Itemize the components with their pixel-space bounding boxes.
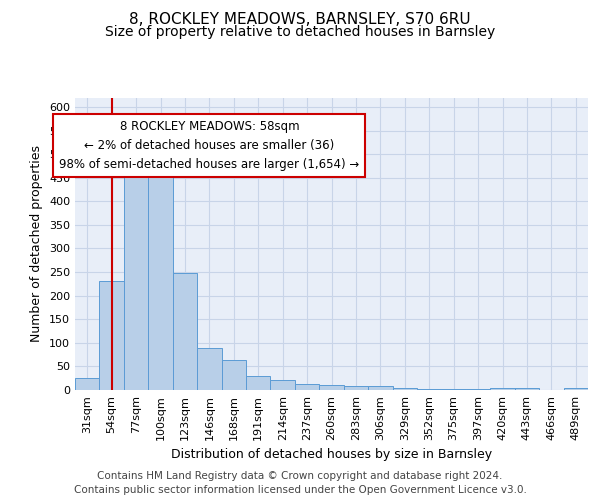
Bar	[466, 388, 490, 390]
Text: 8 ROCKLEY MEADOWS: 58sqm
← 2% of detached houses are smaller (36)
98% of semi-de: 8 ROCKLEY MEADOWS: 58sqm ← 2% of detache…	[59, 120, 359, 171]
Bar	[148, 168, 173, 390]
X-axis label: Distribution of detached houses by size in Barnsley: Distribution of detached houses by size …	[171, 448, 492, 462]
Bar	[173, 273, 197, 390]
Bar	[417, 388, 442, 390]
Bar	[515, 388, 539, 390]
Bar	[197, 348, 221, 390]
Bar	[319, 386, 344, 390]
Bar	[392, 388, 417, 390]
Text: 8, ROCKLEY MEADOWS, BARNSLEY, S70 6RU: 8, ROCKLEY MEADOWS, BARNSLEY, S70 6RU	[129, 12, 471, 28]
Text: Contains HM Land Registry data © Crown copyright and database right 2024.
Contai: Contains HM Land Registry data © Crown c…	[74, 471, 526, 495]
Bar	[295, 384, 319, 390]
Bar	[442, 388, 466, 390]
Text: Size of property relative to detached houses in Barnsley: Size of property relative to detached ho…	[105, 25, 495, 39]
Y-axis label: Number of detached properties: Number of detached properties	[31, 145, 43, 342]
Bar	[124, 159, 148, 390]
Bar	[344, 386, 368, 390]
Bar	[221, 360, 246, 390]
Bar	[368, 386, 392, 390]
Bar	[246, 376, 271, 390]
Bar	[271, 380, 295, 390]
Bar	[563, 388, 588, 390]
Bar	[75, 378, 100, 390]
Bar	[490, 388, 515, 390]
Bar	[100, 282, 124, 390]
